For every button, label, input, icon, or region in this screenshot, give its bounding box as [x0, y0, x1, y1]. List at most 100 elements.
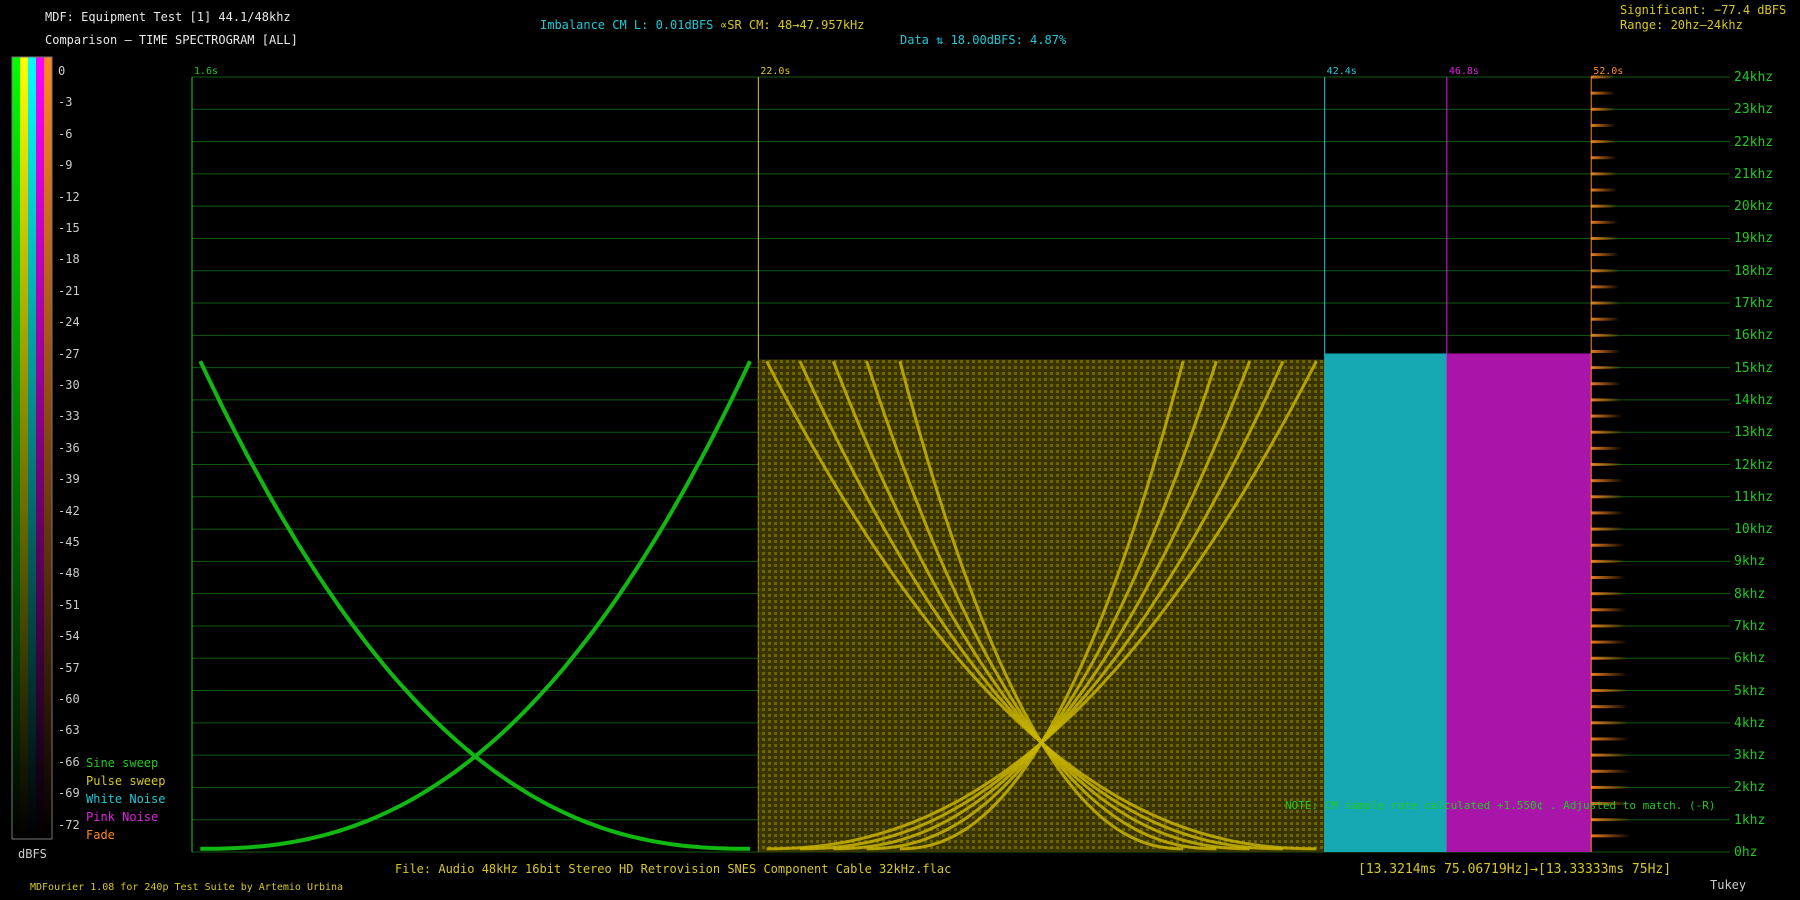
- y-tick-label: 0hz: [1734, 845, 1758, 860]
- scale-tick-label: -30: [58, 378, 80, 392]
- y-tick-label: 9khz: [1734, 554, 1766, 570]
- fade-band: [1591, 576, 1626, 580]
- y-tick-label: 13khz: [1734, 425, 1774, 441]
- y-tick-label: 22khz: [1734, 134, 1774, 150]
- scale-column-orange: [44, 57, 52, 839]
- y-tick-label: 7khz: [1734, 618, 1766, 634]
- fade-band: [1591, 463, 1624, 466]
- scale-tick-label: 0: [58, 64, 66, 78]
- fade-band: [1591, 689, 1629, 693]
- y-tick-label: 11khz: [1734, 489, 1774, 505]
- scale-tick-label: -54: [58, 629, 80, 644]
- scale-column-magenta: [36, 57, 44, 839]
- imbalance-text: Imbalance CM L: 0.01dBFS: [540, 18, 714, 32]
- y-tick-label: 19khz: [1734, 231, 1774, 247]
- significant-text: Significant: −77.4 dBFS: [1620, 3, 1787, 17]
- scale-tick-label: -60: [58, 692, 80, 706]
- fade-band: [1591, 236, 1619, 240]
- fade-band: [1591, 75, 1615, 79]
- scale-tick-label: -6: [58, 126, 73, 141]
- scale-tick-label: -15: [58, 221, 80, 235]
- fade-band: [1591, 802, 1631, 806]
- y-tick-label: 3khz: [1734, 748, 1766, 764]
- legend-item: Pulse sweep: [86, 774, 166, 788]
- fade-band: [1591, 366, 1622, 370]
- fade-band: [1591, 156, 1617, 160]
- fade-band: [1591, 301, 1620, 305]
- fade-band: [1591, 172, 1617, 176]
- fade-band: [1591, 382, 1622, 386]
- scale-tick-label: -63: [58, 723, 80, 738]
- fade-band: [1591, 495, 1624, 499]
- fade-band: [1591, 753, 1630, 757]
- segment-time-label: 1.6s: [194, 66, 219, 77]
- fade-band: [1591, 592, 1626, 596]
- scale-tick-label: -57: [58, 660, 80, 675]
- fade-band: [1591, 204, 1618, 208]
- fade-band: [1591, 527, 1625, 531]
- scale-tick-label: -42: [58, 503, 80, 518]
- scale-tick-label: -12: [58, 189, 80, 204]
- y-tick-label: 4khz: [1734, 715, 1766, 731]
- fade-band: [1591, 511, 1625, 515]
- scale-tick-label: -48: [58, 566, 80, 581]
- fade-band: [1591, 640, 1627, 644]
- fade-band: [1591, 317, 1620, 321]
- legend-item: Pink Noise: [86, 810, 159, 824]
- scale-tick-label: -36: [58, 440, 80, 455]
- fade-band: [1591, 398, 1622, 402]
- fade-band: [1591, 414, 1623, 418]
- fade-band: [1591, 430, 1623, 434]
- scale-column-yellow: [20, 57, 28, 839]
- scale-column-cyan: [28, 57, 36, 839]
- segment-time-label: 52.0s: [1593, 66, 1624, 77]
- scale-tick-label: -51: [58, 597, 80, 612]
- y-tick-label: 23khz: [1734, 102, 1774, 118]
- fade-band: [1591, 656, 1628, 660]
- fade-band: [1591, 220, 1618, 224]
- y-tick-label: 15khz: [1734, 360, 1774, 376]
- fade-band: [1591, 705, 1629, 709]
- scale-tick-label: -27: [58, 346, 80, 361]
- white-noise-fill: [1324, 353, 1447, 852]
- fade-band: [1591, 123, 1616, 127]
- segment-time-label: 46.8s: [1448, 66, 1479, 77]
- note-text: NOTE: CM sample rate calculated +1.550¢ …: [1285, 799, 1716, 812]
- y-tick-label: 14khz: [1734, 392, 1774, 408]
- fade-band: [1591, 559, 1626, 563]
- fade-band: [1591, 721, 1629, 725]
- dbfs-scale: [11, 56, 53, 840]
- y-tick-label: 5khz: [1734, 683, 1766, 699]
- legend-item: Fade: [86, 828, 115, 842]
- y-tick-label: 6khz: [1734, 651, 1766, 667]
- fade-band: [1591, 608, 1627, 612]
- scale-column-green: [12, 57, 20, 839]
- legend-item: White Noise: [86, 792, 166, 806]
- window-text: Tukey: [1710, 878, 1747, 892]
- scale-tick-label: -9: [58, 158, 73, 173]
- credit-text: MDFourier 1.08 for 240p Test Suite by Ar…: [30, 882, 344, 893]
- pulse-sweep-curve: [899, 360, 1185, 851]
- y-tick-label: 1khz: [1734, 812, 1766, 828]
- y-tick-label: 17khz: [1734, 296, 1774, 312]
- scale-tick-label: -3: [58, 95, 73, 110]
- fade-band: [1591, 285, 1620, 289]
- fade-band: [1591, 624, 1627, 628]
- y-tick-label: 12khz: [1734, 457, 1774, 473]
- scale-border: [11, 56, 53, 840]
- file-text: File: Audio 48kHz 16bit Stereo HD Retrov…: [395, 862, 952, 876]
- fade-band: [1591, 543, 1625, 547]
- sample-rate-text: ∝SR CM: 48→47.957kHz: [720, 18, 865, 32]
- pulse-sweep-fill: [758, 359, 1325, 852]
- y-tick-label: 20khz: [1734, 199, 1774, 215]
- fade-band: [1591, 769, 1630, 773]
- fade-band: [1591, 737, 1630, 741]
- frame-info-text: [13.3214ms 75.06719Hz]→[13.33333ms 75Hz]: [1358, 862, 1672, 877]
- scale-tick-label: -33: [58, 409, 80, 424]
- fade-band: [1591, 253, 1619, 257]
- fade-band: [1591, 188, 1618, 192]
- pink-noise-fill: [1446, 353, 1592, 852]
- fade-band: [1591, 107, 1616, 111]
- y-tick-label: 8khz: [1734, 586, 1766, 602]
